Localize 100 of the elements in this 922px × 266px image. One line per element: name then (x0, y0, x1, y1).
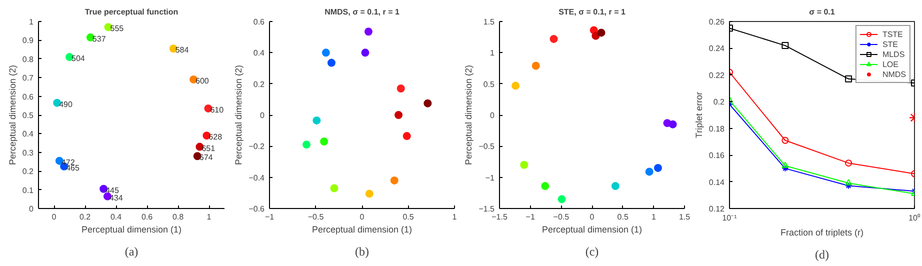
point (558, 195, 566, 204)
point (364, 28, 372, 36)
y-tick-label: 0.9 (22, 36, 34, 46)
x-tick-label: −0.5 (553, 212, 570, 222)
legend-label: TSTE (882, 29, 903, 39)
chart-title: True perceptual function (84, 8, 178, 16)
y-tick-label: 0.18 (708, 124, 726, 134)
annotation: 537 (92, 34, 106, 44)
y-tick-label: 0.5 (22, 111, 34, 120)
x-tick-label: 10⁰ (908, 214, 920, 222)
annotation: 584 (175, 46, 190, 55)
point (330, 184, 338, 192)
y-tick-label: 0.4 (253, 48, 266, 58)
point (668, 120, 677, 128)
point (424, 99, 432, 108)
text: (d) (815, 248, 830, 262)
y-axis-title: Triplet error (694, 92, 704, 138)
point (592, 32, 600, 40)
annotation: 445 (106, 186, 120, 195)
x-tick-label: 10⁻¹ (722, 214, 738, 222)
y-axis-title: Perceptual dimension (2) (464, 64, 474, 166)
y-tick-label: 0.14 (708, 178, 726, 187)
y-tick-label: 0.6 (22, 92, 34, 102)
y-tick-label: 0.16 (708, 151, 726, 160)
y-tick-label: 0 (490, 111, 496, 120)
y-tick-label: 1 (490, 48, 496, 58)
x-tick-label: 0.5 (617, 212, 629, 222)
y-tick-label: 0 (260, 111, 266, 120)
y-tick-label: −1 (485, 173, 496, 182)
annotation: 434 (109, 193, 124, 202)
annotation: 610 (210, 105, 224, 114)
x-tick-label: 0.4 (110, 212, 122, 222)
point (532, 62, 540, 70)
legend-label: MLDS (882, 49, 905, 59)
x-tick-label: 1.5 (678, 212, 691, 222)
x-axis-title: Fraction of triplets (r) (780, 228, 864, 238)
y-tick-label: −0.5 (478, 142, 496, 152)
y-tick-label: 1.5 (483, 18, 496, 26)
annotation: 490 (59, 100, 73, 109)
annotation: 600 (196, 76, 210, 86)
text: (a) (124, 244, 138, 258)
text: (c) (585, 244, 599, 258)
y-tick-label: 0.4 (22, 130, 34, 139)
x-tick-label: 1 (206, 212, 212, 222)
annotation: 651 (202, 144, 216, 153)
y-tick-label: 0.1 (22, 186, 34, 195)
y-tick-label: 0.7 (22, 74, 34, 83)
y-tick-label: −0.6 (248, 204, 266, 214)
y-tick-label: 0.22 (708, 70, 726, 80)
x-tick-label: 1 (452, 212, 458, 222)
point (597, 28, 606, 37)
chart-title: σ = 0.1 (809, 8, 836, 16)
chart-title: NMDS, σ = 0.1, r = 1 (324, 8, 400, 16)
legend-label: LOE (882, 59, 900, 69)
point (520, 160, 528, 169)
point (541, 182, 550, 190)
point (396, 84, 405, 92)
x-tick-label: 1 (651, 212, 656, 222)
y-tick-label: −0.4 (248, 173, 266, 182)
x-tick-label: −1 (526, 212, 536, 222)
x-tick-label: 0 (360, 212, 365, 222)
y-tick-label: 0.3 (22, 148, 34, 158)
x-axis-title: Perceptual dimension (1) (81, 224, 182, 234)
point (645, 168, 654, 176)
annotation: 555 (110, 24, 124, 34)
point (654, 164, 662, 172)
point (402, 132, 411, 140)
point (390, 176, 398, 184)
y-tick-label: 0.2 (22, 167, 34, 176)
annotation: 628 (208, 132, 223, 142)
y-tick-label: 0 (29, 204, 34, 214)
point (550, 34, 558, 43)
x-tick-label: −0.5 (308, 212, 324, 222)
annotation: 674 (199, 153, 214, 162)
y-tick-label: 0.8 (22, 54, 34, 64)
point (320, 138, 328, 146)
x-tick-label: 0.8 (172, 212, 184, 222)
point (611, 182, 620, 190)
x-tick-label: 0.6 (141, 212, 154, 222)
y-tick-label: 0.5 (483, 80, 496, 89)
y-axis-title: Perceptual dimension (2) (234, 64, 244, 166)
y-tick-label: 0.26 (708, 18, 726, 26)
x-tick-label: 0 (52, 212, 57, 222)
point (302, 140, 310, 149)
y-tick-label: 1 (29, 18, 34, 26)
y-tick-label: −1.5 (478, 204, 496, 214)
y-tick-label: 0.2 (713, 98, 726, 107)
x-axis-title: Perceptual dimension (1) (542, 224, 642, 234)
x-tick-label: 0 (590, 212, 595, 222)
annotation: 504 (72, 54, 86, 64)
y-axis-title: Perceptual dimension (2) (7, 64, 18, 166)
text: (b) (355, 244, 370, 258)
point (322, 48, 330, 57)
chart-title: STE, σ = 0.1, r = 1 (558, 8, 626, 16)
legend-label: NMDS (882, 69, 906, 79)
x-tick-label: 0.5 (402, 212, 414, 222)
point (394, 111, 403, 119)
y-tick-label: 0.2 (253, 80, 266, 89)
x-tick-label: 0.2 (79, 212, 92, 222)
x-tick-label: −1 (264, 212, 275, 222)
